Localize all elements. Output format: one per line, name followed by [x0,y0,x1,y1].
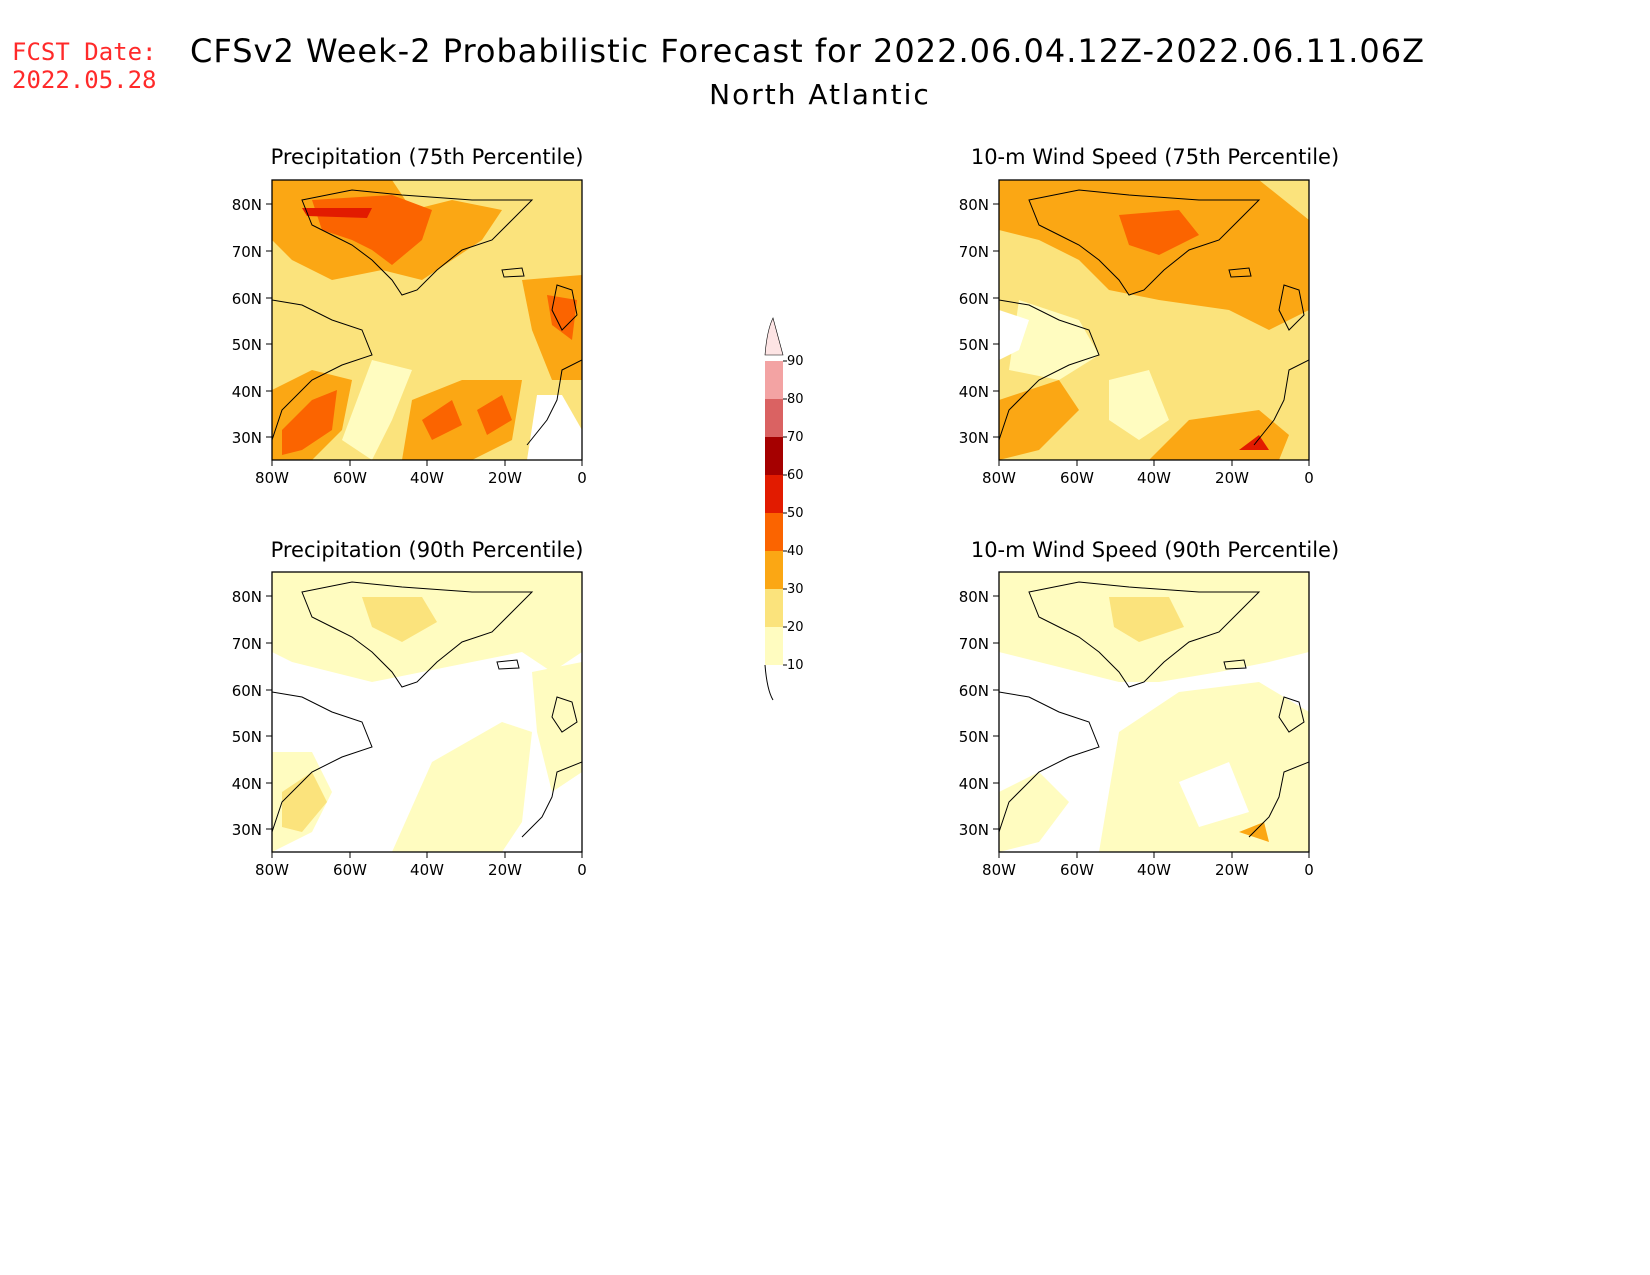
lon-tick-label: 60W [1060,861,1094,879]
colorbar-label: 80 [787,392,804,407]
lon-tick-label: 0 [1304,861,1314,879]
lat-tick-label: 60N [232,682,262,700]
map-panel-precip-90 [271,571,583,853]
fcst-date: 2022.05.28 [12,66,157,94]
lon-tick-label: 80W [982,861,1016,879]
lon-tick-label: 0 [1304,469,1314,487]
colorbar-swatch [765,551,783,589]
lat-tick-label: 40N [959,383,989,401]
lat-tick-label: 70N [959,243,989,261]
colorbar-swatch [765,475,783,513]
lon-tick-label: 80W [982,469,1016,487]
lon-tick-label: 0 [577,469,587,487]
lat-tick-label: 60N [959,290,989,308]
lon-tick-label: 40W [410,469,444,487]
lat-tick-label: 60N [959,682,989,700]
colorbar-label: 70 [787,430,804,445]
lat-tick-label: 30N [959,429,989,447]
colorbar-swatch [765,513,783,551]
colorbar-label: 50 [787,506,804,521]
lat-tick-label: 40N [959,775,989,793]
fcst-label: FCST Date: [12,38,157,66]
lon-tick-label: 60W [1060,469,1094,487]
lat-tick-label: 50N [959,336,989,354]
map-panel-precip-75 [271,179,583,461]
lat-tick-label: 70N [959,635,989,653]
forecast-date-label: FCST Date: 2022.05.28 [12,38,157,94]
colorbar-swatch [765,589,783,627]
colorbar-label: 60 [787,468,804,483]
colorbar-legend: 10 20 30 40 50 60 70 80 90 [764,317,804,701]
lat-tick-label: 70N [232,243,262,261]
colorbar-label: 30 [787,582,804,597]
lon-tick-label: 80W [255,861,289,879]
lat-tick-label: 80N [232,196,262,214]
panel-title-wind-75: 10-m Wind Speed (75th Percentile) [970,145,1340,169]
lon-tick-label: 20W [488,469,522,487]
colorbar-head [764,317,784,356]
lon-tick-label: 60W [333,861,367,879]
colorbar-swatch [765,399,783,437]
colorbar-label: 90 [787,354,804,369]
colorbar-label: 10 [787,658,804,673]
panel-title-wind-90: 10-m Wind Speed (90th Percentile) [970,538,1340,562]
lat-tick-label: 80N [959,588,989,606]
lat-tick-label: 80N [232,588,262,606]
lon-tick-label: 40W [1137,469,1171,487]
lat-tick-label: 40N [232,383,262,401]
colorbar-label: 20 [787,620,804,635]
lat-tick-label: 60N [232,290,262,308]
lat-tick-label: 50N [232,336,262,354]
map-panel-wind-75 [998,179,1310,461]
lat-tick-label: 70N [232,635,262,653]
colorbar-label: 40 [787,544,804,559]
map-panel-wind-90 [998,571,1310,853]
lon-tick-label: 20W [488,861,522,879]
lon-tick-label: 40W [410,861,444,879]
panel-title-precip-75: Precipitation (75th Percentile) [270,145,584,169]
lat-tick-label: 50N [232,728,262,746]
colorbar-swatch [765,437,783,475]
lat-tick-label: 30N [959,821,989,839]
panel-title-precip-90: Precipitation (90th Percentile) [270,538,584,562]
map-title: CFSv2 Week-2 Probabilistic Forecast for … [190,32,1426,70]
lon-tick-label: 40W [1137,861,1171,879]
colorbar-tail [764,664,774,701]
lat-tick-label: 40N [232,775,262,793]
lon-tick-label: 0 [577,861,587,879]
lat-tick-label: 30N [232,429,262,447]
lon-tick-label: 80W [255,469,289,487]
lat-tick-label: 50N [959,728,989,746]
axis-labels: 80N 70N 60N 50N 40N 30N 80W 60W 40W 20W 0 80N 70N 60N… [232,196,1314,879]
lat-tick-label: 30N [232,821,262,839]
colorbar-swatch [765,361,783,399]
lon-tick-label: 60W [333,469,367,487]
lon-tick-label: 20W [1215,469,1249,487]
lon-tick-label: 20W [1215,861,1249,879]
map-subtitle: North Atlantic [709,78,931,111]
lat-tick-label: 80N [959,196,989,214]
colorbar-swatch [765,627,783,665]
